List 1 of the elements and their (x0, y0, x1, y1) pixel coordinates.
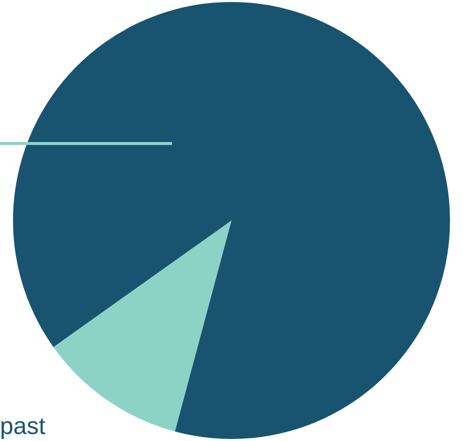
text: past (0, 413, 46, 441)
